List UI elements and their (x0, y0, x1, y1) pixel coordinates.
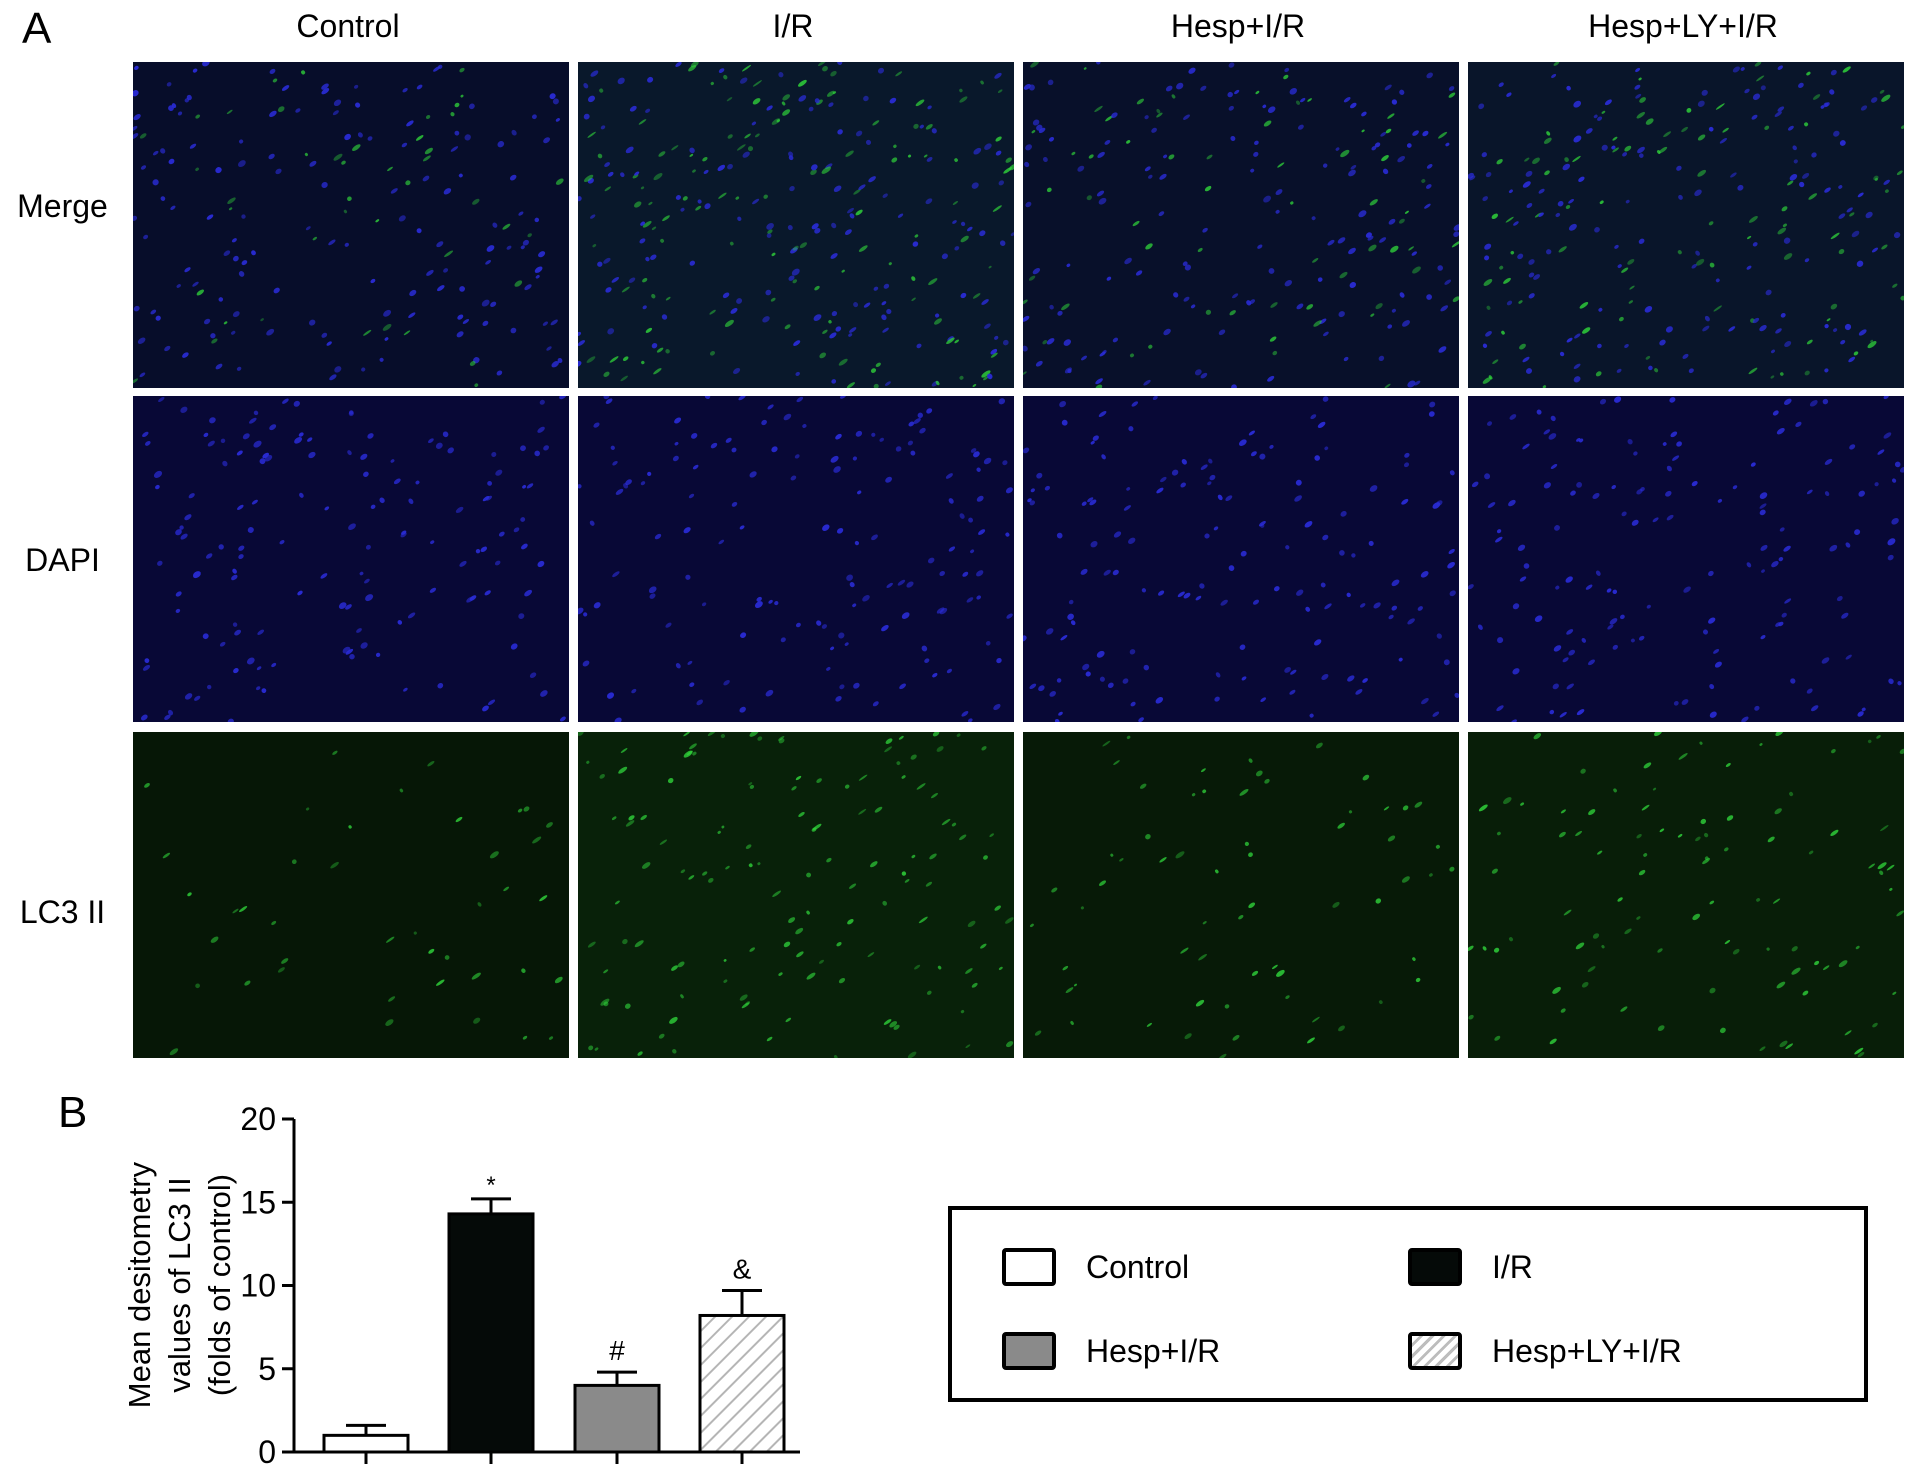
micrograph-lc3-ir (578, 732, 1014, 1058)
bar-hesp-i-r (573, 1383, 661, 1454)
y-tick-label: 10 (240, 1268, 276, 1304)
bar-control (322, 1433, 410, 1454)
panel-a-letter: A (22, 4, 52, 53)
legend-label: Hesp+LY+I/R (1492, 1332, 1682, 1369)
micrograph-dapi-control (133, 396, 569, 722)
legend-label: I/R (1492, 1248, 1533, 1285)
bar-i-r (447, 1212, 535, 1454)
legend-item-hesp-ly-ir: Hesp+LY+I/R (1408, 1332, 1682, 1370)
column-label-hesp-ir: Hesp+I/R (1170, 8, 1306, 44)
row-label-merge: Merge (17, 188, 108, 224)
significance-mark: & (733, 1253, 752, 1284)
significance-mark: * (486, 1172, 495, 1199)
micrograph-merge-control (133, 62, 569, 388)
significance-mark: # (609, 1335, 625, 1366)
micrograph-lc3-hesp-ir (1023, 732, 1459, 1058)
column-label-control: Control (296, 8, 400, 44)
micrograph-dapi-hesp-ir (1023, 396, 1459, 722)
micrograph-dapi-hesp-ly-ir (1468, 396, 1904, 722)
row-label-lc3: LC3 II (19, 894, 106, 930)
micrograph-lc3-hesp-ly-ir (1468, 732, 1904, 1058)
bar-hesp-ly-i-r (698, 1313, 786, 1454)
legend-item-ir: I/R (1408, 1248, 1533, 1286)
legend-swatch-hatched (1408, 1332, 1462, 1370)
row-label-dapi: DAPI (25, 542, 100, 578)
panel-b-letter: B (58, 1088, 88, 1137)
column-label-hesp-ly-ir: Hesp+LY+I/R (1588, 8, 1778, 44)
y-tick-label: 20 (240, 1101, 276, 1137)
micrograph-dapi-ir (578, 396, 1014, 722)
legend-label: Hesp+I/R (1086, 1332, 1221, 1369)
legend-item-control: Control (1002, 1248, 1189, 1286)
y-axis-label: (folds of control) (202, 1174, 237, 1396)
legend-swatch-white (1002, 1248, 1056, 1286)
legend-swatch-black (1408, 1248, 1462, 1286)
chart-legend: Control I/R Hesp+I/R Hesp+LY+I/R (948, 1206, 1868, 1402)
y-axis-label: values of LC3 II (162, 1177, 197, 1392)
micrograph-merge-hesp-ir (1023, 62, 1459, 388)
y-tick-label: 0 (258, 1434, 276, 1470)
legend-item-hesp-ir: Hesp+I/R (1002, 1332, 1220, 1370)
micrograph-merge-hesp-ly-ir (1468, 62, 1904, 388)
y-tick-label: 15 (240, 1184, 276, 1220)
legend-swatch-gray (1002, 1332, 1056, 1370)
micrograph-merge-ir (578, 62, 1014, 388)
y-axis-label: Mean desitometry (122, 1161, 157, 1408)
legend-label: Control (1086, 1248, 1190, 1285)
column-label-ir: I/R (772, 8, 814, 44)
micrograph-lc3-control (133, 732, 569, 1058)
bar-chart: 0 5 10 15 20 Mean desitometry values of LC3 II… (122, 1101, 800, 1470)
y-tick-label: 5 (258, 1351, 276, 1387)
